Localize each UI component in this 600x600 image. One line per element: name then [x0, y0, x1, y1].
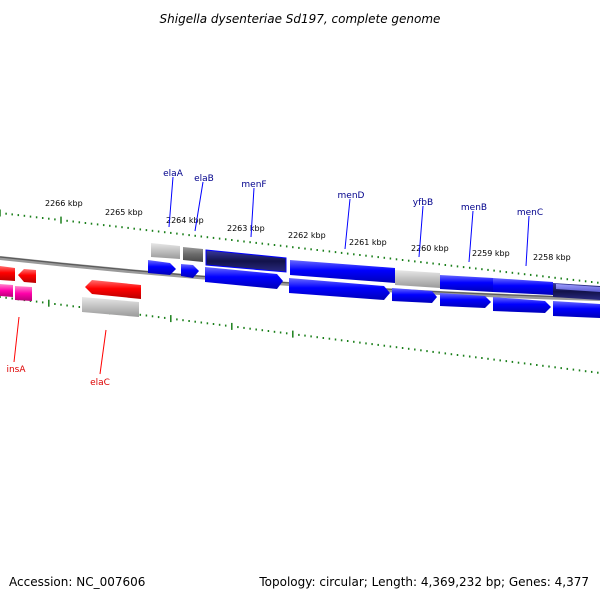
leader-yfbB — [418, 205, 424, 258]
leader-menC — [525, 215, 530, 267]
scale-label-2259: 2259 kbp — [472, 249, 510, 258]
leader-menD — [344, 198, 351, 250]
gene-label-insA[interactable]: insA — [6, 365, 26, 375]
leader-menB — [468, 210, 474, 263]
outer-scale-ticks — [0, 209, 599, 284]
scale-label-2262: 2262 kbp — [288, 231, 326, 240]
feature-row-forward — [148, 260, 600, 318]
scale-labels: 2266 kbp 2265 kbp 2264 kbp 2263 kbp 2262… — [45, 199, 571, 262]
gene-label-menF[interactable]: menF — [241, 180, 266, 190]
feature-insB[interactable] — [0, 266, 15, 281]
feature-elaC-arrow[interactable] — [85, 280, 141, 299]
gene-label-elaB[interactable]: elaB — [194, 174, 214, 184]
scale-label-2265: 2265 kbp — [105, 208, 143, 217]
label-leaders — [13, 176, 530, 375]
gene-label-elaA[interactable]: elaA — [163, 169, 184, 179]
gene-label-menD[interactable]: menD — [338, 191, 365, 201]
leader-elaB — [194, 181, 204, 232]
leader-menF — [250, 187, 255, 238]
accession-text: Accession: NC_007606 — [9, 575, 146, 589]
scale-label-2263: 2263 kbp — [227, 224, 265, 233]
leader-elaC — [99, 329, 107, 375]
feature-upper-blue[interactable] — [493, 278, 553, 295]
feature-menF[interactable] — [205, 267, 283, 289]
feature-menE-partial[interactable] — [553, 301, 600, 318]
gene-label-elaC[interactable]: elaC — [90, 378, 110, 388]
feature-upper-purple[interactable] — [556, 284, 600, 292]
scale-label-2260: 2260 kbp — [411, 244, 449, 253]
feature-menD-arrow[interactable] — [289, 278, 390, 300]
feature-elaA[interactable] — [148, 260, 176, 275]
feature-elaA-pseudo[interactable] — [151, 243, 180, 259]
genome-summary-text: Topology: circular; Length: 4,369,232 bp… — [259, 575, 589, 589]
feature-elaB[interactable] — [181, 264, 199, 278]
feature-menF-upper[interactable] — [205, 249, 287, 273]
gene-label-menB[interactable]: menB — [461, 203, 487, 213]
feature-yfbB-pseudo[interactable] — [395, 270, 440, 288]
feature-insA[interactable] — [0, 284, 13, 297]
feature-yfbB[interactable] — [392, 288, 437, 303]
leader-insA — [13, 316, 20, 363]
gene-labels: elaA elaB menF menD yfbB menB menC insA … — [6, 169, 543, 388]
scale-label-2258: 2258 kbp — [533, 253, 571, 262]
feature-elaB-pseudo[interactable] — [183, 247, 203, 262]
feature-menC[interactable] — [493, 297, 551, 313]
feature-menD[interactable] — [290, 260, 395, 283]
scale-label-2266: 2266 kbp — [45, 199, 83, 208]
scale-label-2264: 2264 kbp — [166, 216, 204, 225]
gene-label-menC[interactable]: menC — [517, 208, 543, 218]
feature-insA-part[interactable] — [15, 286, 32, 301]
feature-menB-upper[interactable] — [440, 275, 493, 292]
feature-elaC[interactable] — [82, 297, 139, 317]
feature-reverse-small[interactable] — [18, 269, 36, 283]
feature-menB[interactable] — [440, 293, 491, 308]
scale-label-2261: 2261 kbp — [349, 238, 387, 247]
leader-elaA — [168, 176, 174, 228]
feature-row-upper — [151, 243, 600, 300]
map-title: Shigella dysenteriae Sd197, complete gen… — [160, 12, 441, 26]
feature-row-reverse — [0, 266, 141, 317]
gene-label-yfbB[interactable]: yfbB — [413, 198, 433, 208]
